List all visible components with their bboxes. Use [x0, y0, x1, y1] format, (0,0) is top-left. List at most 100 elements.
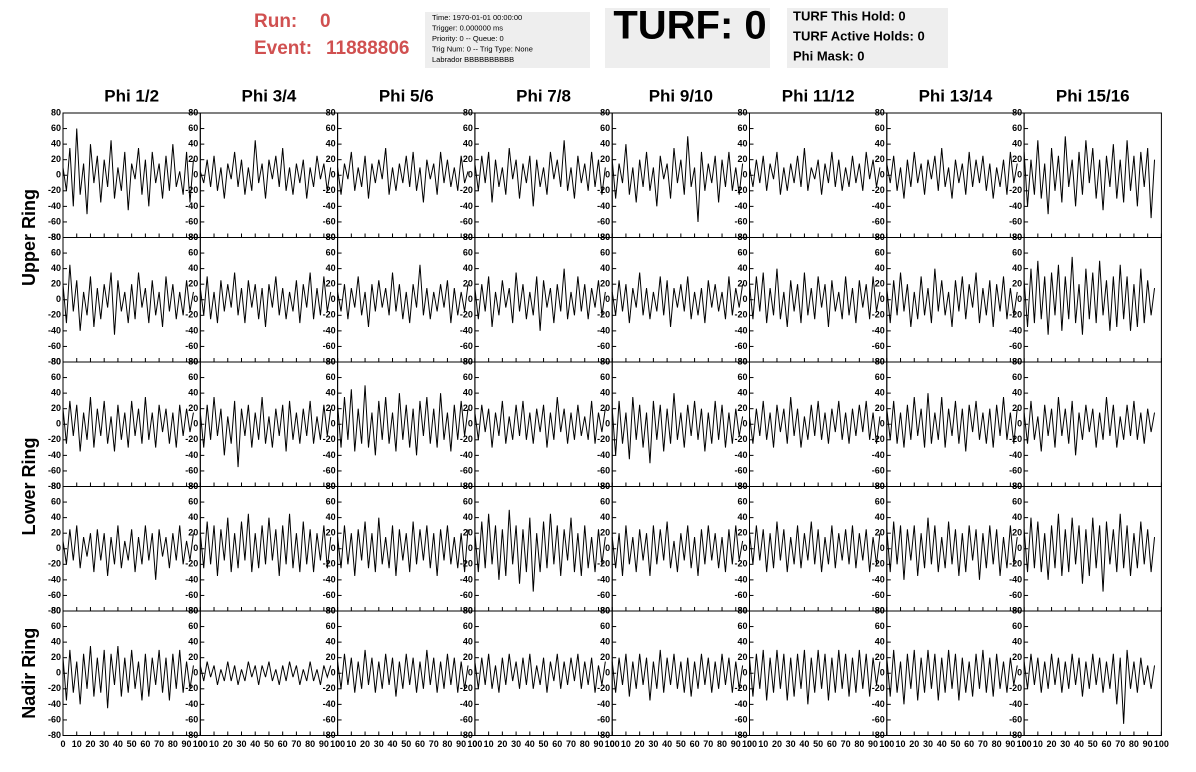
y-tick-label: -20	[323, 434, 336, 444]
waveform	[886, 147, 1018, 199]
y-tick-label: 80	[326, 356, 336, 366]
y-tick-label: -60	[597, 341, 610, 351]
y-tick-label: 60	[875, 247, 885, 257]
y-tick-label: -20	[323, 310, 336, 320]
y-tick-label: -80	[323, 605, 336, 615]
waveform	[474, 653, 606, 693]
run-label: Run:	[254, 11, 297, 32]
y-tick-label: 60	[188, 621, 198, 631]
y-tick-label: 80	[188, 481, 198, 491]
column-label: Phi 3/4	[242, 86, 297, 105]
x-tick-label: 40	[525, 739, 535, 749]
x-tick-label: 20	[497, 739, 507, 749]
y-tick-label: 0	[56, 294, 61, 304]
y-tick-label: -80	[1009, 356, 1022, 366]
y-tick-label: 20	[737, 652, 747, 662]
waveform	[749, 396, 881, 448]
x-tick-label: 0	[1022, 739, 1027, 749]
x-tick-label: 20	[635, 739, 645, 749]
x-tick-label: 50	[1088, 739, 1098, 749]
x-tick-label: 30	[99, 739, 109, 749]
turf-line: Phi Mask: 0	[793, 48, 865, 63]
y-tick-label: -20	[460, 434, 473, 444]
x-tick-label: 20	[909, 739, 919, 749]
y-tick-label: 80	[1012, 107, 1022, 117]
y-tick-label: 20	[463, 652, 473, 662]
waveform	[611, 136, 744, 222]
y-tick-label: -80	[323, 356, 336, 366]
y-tick-label: 80	[1012, 356, 1022, 366]
y-tick-label: 0	[880, 543, 885, 553]
y-tick-label: -80	[597, 356, 610, 366]
y-tick-label: 40	[600, 637, 610, 647]
x-tick-label: 20	[85, 739, 95, 749]
waveform	[474, 140, 606, 207]
x-tick-label: 60	[552, 739, 562, 749]
y-tick-label: -20	[185, 185, 198, 195]
y-tick-label: 40	[1012, 263, 1022, 273]
y-tick-label: 60	[326, 496, 336, 506]
y-tick-label: 80	[875, 481, 885, 491]
y-tick-label: -20	[1009, 434, 1022, 444]
y-tick-label: 60	[326, 123, 336, 133]
y-tick-label: -20	[1009, 310, 1022, 320]
y-tick-label: -80	[323, 730, 336, 740]
y-tick-label: -80	[460, 481, 473, 491]
y-tick-label: -20	[48, 310, 61, 320]
y-tick-label: -20	[1009, 185, 1022, 195]
info-line: Trigger: 0.000000 ms	[432, 23, 503, 32]
y-tick-label: 40	[463, 512, 473, 522]
y-tick-label: 40	[51, 637, 61, 647]
y-tick-label: 80	[737, 356, 747, 366]
y-tick-label: -40	[460, 325, 473, 335]
y-tick-label: -20	[460, 683, 473, 693]
x-tick-label: 70	[566, 739, 576, 749]
y-tick-label: -60	[1009, 341, 1022, 351]
y-tick-label: 0	[56, 170, 61, 180]
y-tick-label: -80	[872, 481, 885, 491]
y-tick-label: -20	[597, 185, 610, 195]
y-tick-label: 80	[463, 107, 473, 117]
y-tick-label: 0	[56, 543, 61, 553]
x-tick-label: 100	[467, 739, 482, 749]
waveform	[474, 396, 606, 448]
y-tick-label: -80	[48, 356, 61, 366]
y-tick-label: 80	[188, 605, 198, 615]
y-tick-label: -60	[460, 714, 473, 724]
y-tick-label: 80	[600, 356, 610, 366]
y-tick-label: -20	[48, 683, 61, 693]
x-tick-label: 60	[140, 739, 150, 749]
y-tick-label: 80	[1012, 481, 1022, 491]
y-tick-label: 40	[737, 139, 747, 149]
y-tick-label: 80	[463, 605, 473, 615]
x-tick-label: 90	[868, 739, 878, 749]
y-tick-label: -60	[48, 714, 61, 724]
x-tick-label: 0	[198, 739, 203, 749]
x-tick-label: 20	[1047, 739, 1057, 749]
y-tick-label: 40	[463, 139, 473, 149]
y-tick-label: 0	[468, 170, 473, 180]
y-tick-label: -80	[1009, 232, 1022, 242]
y-tick-label: -20	[1009, 683, 1022, 693]
x-tick-label: 80	[992, 739, 1002, 749]
x-tick-label: 50	[401, 739, 411, 749]
y-tick-label: 40	[188, 263, 198, 273]
y-tick-label: 60	[875, 496, 885, 506]
y-tick-label: 60	[1012, 372, 1022, 382]
row-label: Lower Ring	[19, 438, 39, 536]
info-line: Priority: 0 -- Queue: 0	[432, 34, 504, 43]
y-tick-label: -20	[185, 559, 198, 569]
y-tick-label: 20	[51, 154, 61, 164]
y-tick-label: -80	[734, 605, 747, 615]
x-tick-label: 10	[1033, 739, 1043, 749]
y-tick-label: 80	[51, 356, 61, 366]
x-tick-label: 90	[182, 739, 192, 749]
y-tick-label: 0	[742, 170, 747, 180]
y-tick-label: -60	[185, 465, 198, 475]
y-tick-label: -60	[323, 465, 336, 475]
y-tick-label: -60	[460, 341, 473, 351]
x-tick-label: 40	[388, 739, 398, 749]
y-tick-label: -40	[872, 201, 885, 211]
